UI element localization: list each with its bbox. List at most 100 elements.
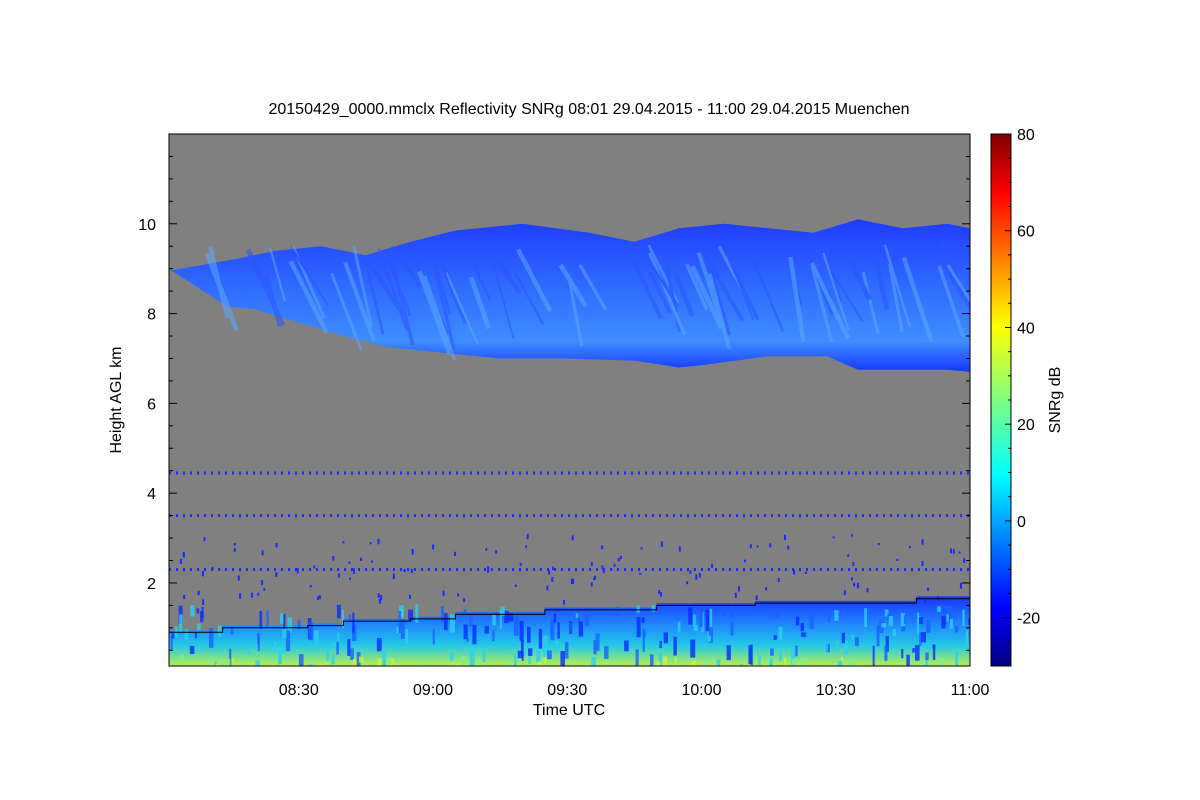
echo-speckle bbox=[287, 617, 293, 634]
echo-speckle bbox=[739, 664, 744, 666]
boundary-layer-line bbox=[169, 598, 970, 633]
echo-speckle bbox=[949, 619, 953, 629]
x-tick-label: 09:30 bbox=[547, 682, 587, 699]
echo-speckle bbox=[214, 661, 217, 666]
echo-speckle bbox=[331, 655, 335, 665]
echo-speckle bbox=[901, 648, 904, 659]
echo-speckle bbox=[266, 610, 269, 627]
echo-speckle bbox=[283, 613, 286, 632]
clutter-pixel bbox=[201, 570, 204, 577]
clutter-pixel bbox=[211, 566, 214, 570]
echo-speckle bbox=[699, 612, 703, 627]
clutter-pixel bbox=[525, 545, 528, 548]
x-axis-label: Time UTC bbox=[533, 702, 605, 719]
clutter-pixel bbox=[689, 570, 692, 574]
echo-speckle bbox=[528, 647, 531, 665]
echo-speckle bbox=[519, 654, 522, 666]
echo-speckle bbox=[472, 624, 477, 645]
clutter-pixel bbox=[765, 586, 768, 591]
echo-speckle bbox=[348, 614, 352, 622]
cloud-streak bbox=[703, 251, 732, 336]
clutter-pixel bbox=[749, 544, 752, 549]
echo-speckle bbox=[352, 612, 355, 633]
echo-speckle bbox=[520, 640, 524, 661]
echo-speckle bbox=[513, 614, 519, 636]
echo-speckle bbox=[506, 660, 511, 666]
clutter-pixel bbox=[237, 575, 240, 581]
cloud-streak bbox=[673, 273, 695, 317]
cloud-streak bbox=[871, 250, 890, 311]
echo-speckle bbox=[809, 614, 814, 630]
echo-speckle bbox=[280, 613, 284, 624]
echo-speckle bbox=[673, 636, 677, 656]
cloud-texture bbox=[204, 241, 970, 362]
clutter-pixel bbox=[342, 541, 345, 544]
cloud-streak bbox=[847, 258, 872, 301]
clutter-pixel bbox=[658, 589, 661, 594]
clutter-pixel bbox=[410, 568, 413, 573]
echo-speckle bbox=[513, 653, 517, 666]
colorbar-tick-label: 80 bbox=[1017, 127, 1035, 144]
echo-speckle bbox=[341, 609, 345, 628]
clutter-pixel bbox=[698, 572, 701, 578]
cloud-streak bbox=[487, 248, 522, 294]
echo-speckle bbox=[554, 640, 560, 653]
echo-speckle bbox=[800, 623, 805, 632]
echo-speckle bbox=[217, 625, 222, 637]
echo-speckle bbox=[624, 640, 629, 652]
cloud-streak bbox=[648, 261, 680, 307]
y-axis-label: Height AGL km bbox=[108, 346, 125, 453]
echo-speckle bbox=[636, 605, 640, 613]
echo-speckle bbox=[318, 663, 323, 666]
echo-speckle bbox=[396, 626, 399, 634]
echo-speckle bbox=[926, 620, 931, 633]
clutter-pixel bbox=[686, 581, 689, 585]
echo-speckle bbox=[247, 648, 251, 655]
echo-speckle bbox=[925, 661, 928, 666]
echo-speckle bbox=[560, 650, 565, 666]
echo-speckle bbox=[663, 632, 669, 644]
echo-speckle bbox=[834, 610, 839, 621]
cloud-streak bbox=[685, 263, 709, 311]
echo-speckle bbox=[517, 650, 523, 659]
plot-content bbox=[169, 219, 970, 666]
echo-speckle bbox=[968, 618, 970, 625]
echo-speckle bbox=[690, 639, 696, 658]
echo-speckle bbox=[297, 619, 301, 630]
cloud-streak bbox=[461, 241, 491, 301]
echo-speckle bbox=[941, 616, 946, 629]
echo-speckle bbox=[658, 652, 662, 666]
cloud-streak bbox=[648, 252, 687, 336]
echo-speckle bbox=[399, 608, 404, 619]
clutter-pixel bbox=[783, 534, 786, 541]
clutter-pixel bbox=[457, 593, 460, 597]
echo-speckle bbox=[350, 648, 354, 660]
echo-speckle bbox=[337, 632, 340, 650]
clutter-pixel bbox=[851, 577, 854, 581]
clutter-pixel bbox=[257, 592, 260, 596]
echo-speckle bbox=[215, 663, 219, 666]
clutter-pixel bbox=[590, 582, 593, 587]
clutter-pixel bbox=[369, 541, 372, 545]
echo-speckle bbox=[308, 664, 313, 666]
clutter-pixel bbox=[950, 548, 953, 554]
clutter-pixel bbox=[640, 547, 643, 550]
x-tick-label: 09:00 bbox=[413, 682, 453, 699]
echo-speckle bbox=[504, 610, 509, 623]
echo-speckle bbox=[651, 605, 655, 612]
cloud-streak bbox=[788, 256, 806, 342]
cloud-streak bbox=[809, 261, 851, 340]
clutter-pixel bbox=[617, 558, 620, 562]
clutter-pixel bbox=[180, 558, 183, 564]
clutter-pixel bbox=[360, 557, 363, 561]
echo-speckle bbox=[915, 645, 920, 661]
echo-speckle bbox=[484, 625, 489, 634]
clutter-pixel bbox=[348, 561, 351, 565]
echo-speckle bbox=[171, 633, 175, 639]
echo-speckle bbox=[750, 644, 753, 665]
clutter-pixel bbox=[847, 554, 850, 557]
cloud-streak bbox=[490, 255, 515, 339]
x-axis: 08:30 09:00 09:30 10:00 10:30 11:00 bbox=[279, 682, 990, 699]
echo-speckle bbox=[543, 657, 547, 663]
echo-speckle bbox=[887, 613, 890, 621]
